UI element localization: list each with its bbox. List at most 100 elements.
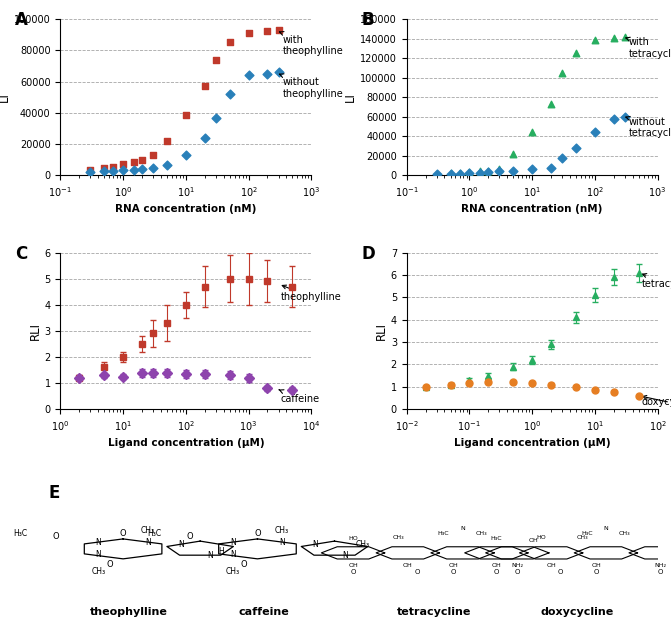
Point [619,32,630,42]
Text: theophylline: theophylline [280,285,341,302]
Text: H₃C: H₃C [437,532,450,537]
Text: theophylline: theophylline [90,607,168,617]
Point [570,143,581,153]
Text: D: D [362,245,375,263]
Point [137,164,148,174]
Text: H₃C: H₃C [13,530,27,538]
Point [508,166,519,176]
Text: with
theophylline: with theophylline [280,32,344,56]
Text: N: N [460,526,465,531]
Text: A: A [15,11,28,29]
Text: without
tetracycline: without tetracycline [626,116,671,138]
Text: N: N [603,526,608,531]
Point [108,162,119,172]
Text: O: O [254,529,261,538]
Point [619,112,630,122]
Text: N: N [279,538,285,547]
Point [454,169,465,179]
Text: N: N [208,551,213,560]
Text: CH₃: CH₃ [275,526,289,535]
Point [454,168,465,178]
Point [129,165,140,175]
Text: with
tetracycline: with tetracycline [626,37,671,59]
Text: OH: OH [448,563,458,568]
Point [609,32,619,42]
Text: tetracycline: tetracycline [397,607,471,617]
Text: O: O [120,529,126,538]
Text: N: N [95,550,101,559]
Text: CH₃: CH₃ [141,526,155,535]
Text: HO: HO [537,535,546,540]
Point [475,168,486,178]
Text: doxycycline: doxycycline [540,607,613,617]
Point [494,166,505,176]
Point [557,153,568,163]
Point [162,136,172,146]
Point [590,127,601,137]
Text: O: O [594,569,599,575]
Point [243,28,254,38]
Point [148,162,158,173]
Point [117,166,128,176]
Text: E: E [48,483,60,502]
Y-axis label: RLI: RLI [29,322,42,340]
Point [180,110,191,120]
Point [180,150,191,160]
Text: O: O [515,569,520,575]
Text: caffeine: caffeine [238,607,289,617]
Text: OH: OH [591,563,601,568]
Text: HO: HO [348,536,358,541]
Text: CH₃: CH₃ [476,532,487,537]
Y-axis label: LI: LI [344,92,357,102]
Text: N: N [230,538,236,547]
Point [224,89,235,99]
Point [273,25,284,35]
Point [546,99,556,109]
Text: N: N [313,540,318,549]
Text: OH: OH [528,538,538,544]
Point [99,163,109,173]
Text: caffeine: caffeine [279,390,319,404]
Text: O: O [658,569,664,575]
Point [527,164,537,174]
Point [494,164,505,174]
Text: without
theophylline: without theophylline [280,74,344,99]
Point [464,167,475,178]
Text: H₃C: H₃C [491,536,502,541]
Text: CH₃: CH₃ [225,568,240,576]
Text: N: N [342,551,348,560]
Point [85,165,96,175]
Text: N: N [178,540,184,549]
Point [85,167,96,178]
Point [108,166,119,176]
Point [546,162,556,173]
Text: O: O [494,569,499,575]
Text: H₃C: H₃C [148,530,162,538]
Point [243,70,254,80]
Point [445,169,456,179]
Text: doxycycline: doxycycline [641,396,671,408]
Point [224,37,235,47]
Text: CH₃: CH₃ [619,532,631,537]
Text: tetracycline: tetracycline [641,274,671,289]
Point [557,68,568,78]
Point [162,160,172,170]
Text: O: O [450,569,456,575]
Text: O: O [241,561,248,569]
Text: OH: OH [348,563,358,568]
Point [431,169,442,179]
Text: N: N [230,550,236,559]
Text: O: O [52,532,59,542]
Text: N: N [145,538,150,547]
Text: B: B [362,11,374,29]
Point [148,150,158,160]
Text: OH: OH [403,563,413,568]
Text: CH₃: CH₃ [577,535,588,540]
Text: OH: OH [491,563,501,568]
Point [262,27,273,37]
Point [211,112,221,123]
Point [527,127,537,137]
Point [483,167,494,178]
Point [475,166,486,176]
X-axis label: RNA concentration (nM): RNA concentration (nM) [462,205,603,214]
